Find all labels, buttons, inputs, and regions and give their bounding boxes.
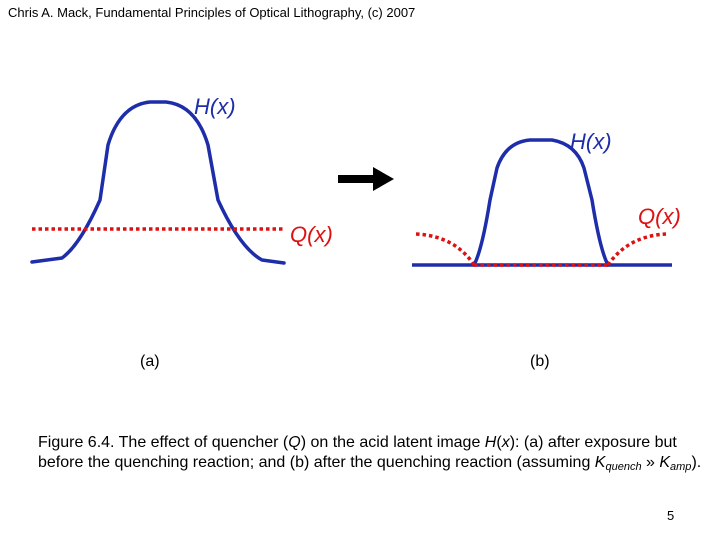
caption-x: x — [501, 434, 510, 451]
caption-k2-sub: amp — [670, 461, 692, 473]
panel-b-q-label: Q(x) — [638, 204, 681, 229]
arrow-icon — [338, 167, 394, 191]
panel-b-h-curve — [472, 138, 610, 267]
panel-a-q-label: Q(x) — [290, 222, 333, 247]
caption-part2: ) on the acid latent image — [300, 434, 485, 451]
header-citation: Chris A. Mack, Fundamental Principles of… — [8, 5, 416, 20]
panel-b-q-curve-left — [415, 232, 476, 266]
caption-q: Q — [288, 434, 301, 451]
panel-b-q-curve-right — [606, 232, 667, 267]
panel-b-label: (b) — [530, 353, 550, 370]
caption-k1: K — [594, 454, 606, 471]
caption-part4: » — [641, 454, 660, 471]
figure-caption: Figure 6.4. The effect of quencher (Q) o… — [38, 433, 708, 473]
caption-h: H — [484, 434, 497, 451]
caption-part3: ): (a) after exposure but before the que… — [38, 434, 677, 471]
page-number: 5 — [667, 508, 675, 523]
caption-part1: Figure 6.4. The effect of quencher ( — [38, 434, 289, 451]
panel-b-h-label: H(x) — [570, 129, 612, 154]
caption-k2: K — [659, 454, 671, 471]
caption-part5: ). — [691, 454, 702, 471]
caption-k1-sub: quench — [605, 461, 642, 473]
panel-a-h-label: H(x) — [194, 94, 236, 119]
panel-a-label: (a) — [140, 353, 160, 370]
panel-a-h-curve — [30, 100, 286, 265]
caption-paren-open: ( — [496, 434, 502, 451]
